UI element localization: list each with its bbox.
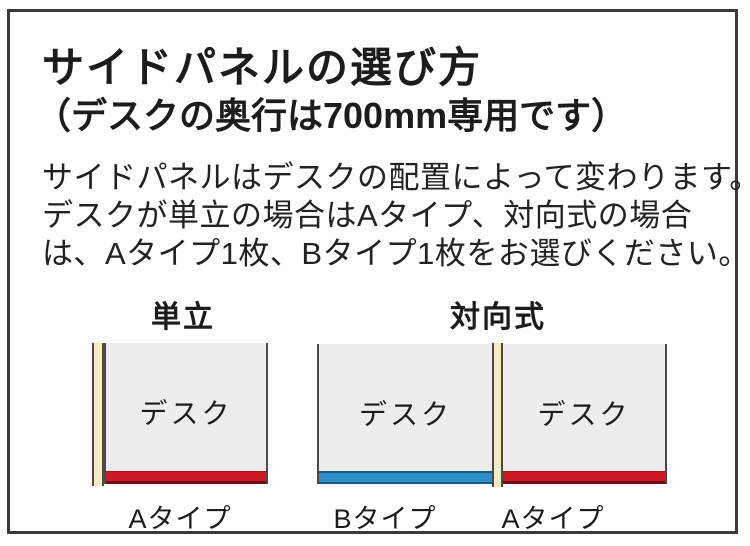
facing-side-panel-strip: [492, 343, 503, 487]
a-type-panel-bar: [503, 471, 665, 484]
description-line-3: は、Aタイプ1枚、Bタイプ1枚をお選びください。: [42, 236, 750, 271]
facing-left-desk: デスク: [317, 344, 492, 484]
standalone-side-panel-strip: [92, 343, 104, 486]
facing-right-desk-label: デスク: [537, 399, 631, 430]
facing-left-desk-label: デスク: [358, 399, 452, 430]
a-type-panel-bar: [106, 471, 266, 484]
page-title: サイドパネルの選び方: [42, 44, 483, 91]
standalone-type-label: Aタイプ: [128, 504, 232, 534]
facing-right-type-label: Aタイプ: [501, 504, 605, 534]
description-text: サイドパネルはデスクの配置によって変わります。 デスクが単立の場合はAタイプ、対…: [42, 159, 750, 273]
facing-heading: 対向式: [450, 301, 546, 334]
standalone-heading: 単立: [151, 301, 215, 334]
b-type-panel-bar: [319, 471, 492, 484]
facing-left-type-label: Bタイプ: [333, 504, 437, 534]
description-line-1: サイドパネルはデスクの配置によって変わります。: [42, 160, 750, 195]
panel-frame: サイドパネルの選び方 （デスクの奥行は700mm専用です） サイドパネルはデスク…: [7, 9, 750, 534]
facing-right-desk: デスク: [503, 344, 667, 484]
standalone-desk: デスク: [104, 343, 268, 484]
page-subtitle: （デスクの奥行は700mm専用です）: [35, 95, 628, 136]
standalone-desk-label: デスク: [139, 398, 233, 429]
description-line-2: デスクが単立の場合はAタイプ、対向式の場合: [42, 198, 693, 233]
